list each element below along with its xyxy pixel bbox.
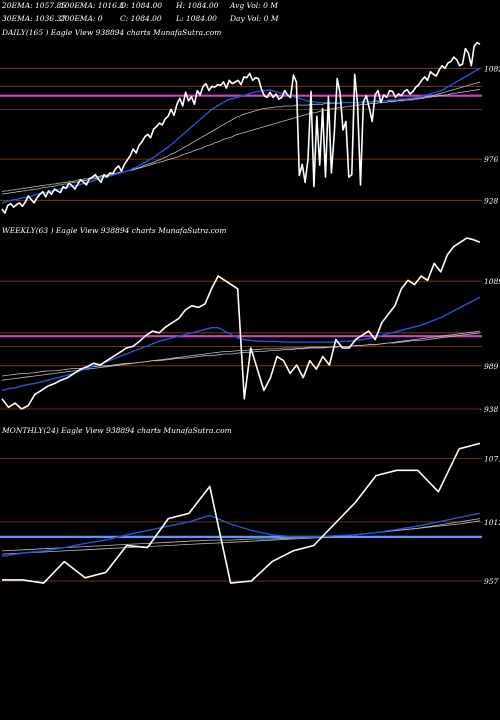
daily-panel: 1082 976 928	[0, 41, 500, 214]
daily-ytick-label-2: 928	[484, 196, 499, 205]
weekly-price-line	[1, 237, 481, 410]
avg-vol-value: Avg Vol: 0 M	[230, 1, 278, 10]
daily-price-line	[1, 41, 481, 214]
daily-ema-fast-line	[1, 67, 481, 204]
monthly-ema-mid-line	[1, 520, 481, 552]
high-value: H: 1084.00	[176, 1, 219, 10]
daily-ema-slow-line	[1, 89, 480, 193]
weekly-ytick-label-2: 938	[484, 405, 499, 414]
ema200-value: 200EMA: 0	[60, 14, 103, 23]
daily-ytick-label-1: 976	[484, 155, 499, 164]
monthly-panel-title: MONTHLY(24) Eagle View 938894 charts Mun…	[2, 426, 232, 435]
weekly-ytick-label-1: 989	[484, 362, 499, 371]
weekly-panel-title: WEEKLY(63 ) Eagle View 938894 charts Mun…	[2, 226, 227, 235]
ema20-value: 20EMA: 1057.85	[2, 1, 67, 10]
open-value: O: 1084.00	[120, 1, 163, 10]
close-value: C: 1084.00	[120, 14, 162, 23]
ema30-value: 30EMA: 1036.37	[2, 14, 67, 23]
monthly-ytick-label-2: 957	[484, 577, 499, 586]
daily-ytick-label-0: 1082	[484, 64, 500, 73]
monthly-ytick-label-1: 1012	[484, 518, 500, 527]
daily-panel-title: DAILY(165 ) Eagle View 938894 charts Mun…	[2, 28, 222, 37]
ema100-value: 100EMA: 1016.3	[60, 1, 125, 10]
day-vol-value: Day Vol: 0 M	[230, 14, 279, 23]
low-value: L: 1084.00	[176, 14, 217, 23]
monthly-price-line	[2, 442, 481, 584]
monthly-ema-fast-line	[1, 512, 481, 557]
